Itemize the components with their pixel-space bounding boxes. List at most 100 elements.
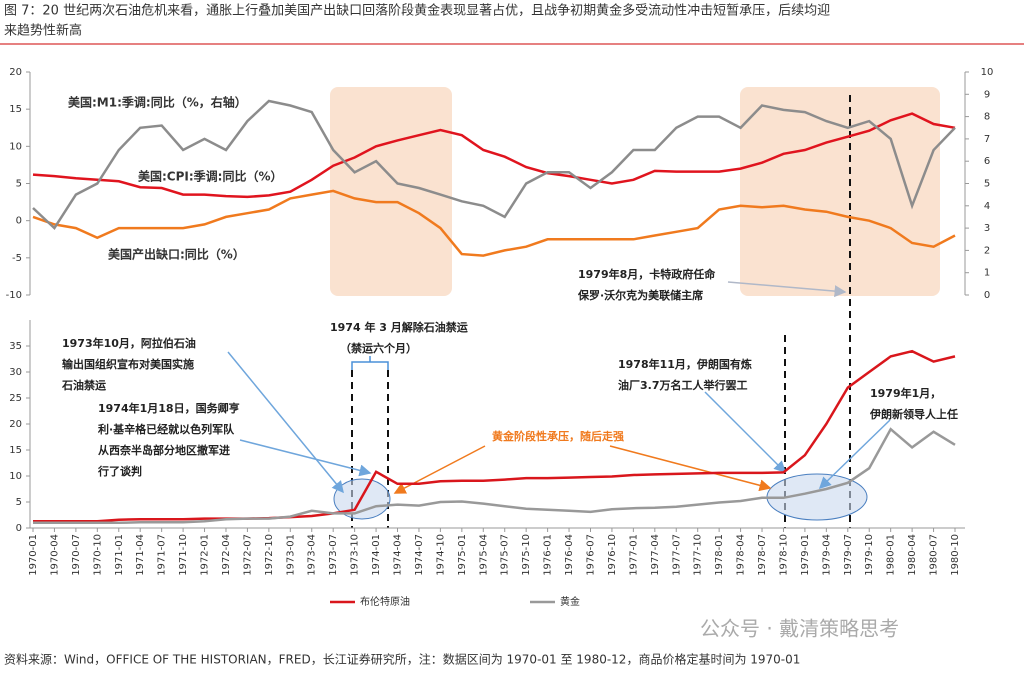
y-tick-label: 15 <box>9 445 22 456</box>
annotation: 油厂3.7万名工人举行罢工 <box>618 378 748 392</box>
watermark: 公众号 · 戴清策略思考 <box>700 617 899 641</box>
annotation: 黄金阶段性承压，随后走强 <box>492 429 624 443</box>
x-tick-label: 1975-04 <box>478 534 489 576</box>
x-tick-label: 1977-01 <box>628 534 639 576</box>
annotation: 输出国组织宣布对美国实施 <box>62 357 194 371</box>
y-tick-label: 10 <box>9 141 22 152</box>
series-label: 美国产出缺口:同比（%） <box>108 247 245 262</box>
series-label: 美国:M1:季调:同比（%，右轴） <box>68 95 247 110</box>
x-tick-label: 1978-04 <box>736 534 747 576</box>
annotation: 利·基辛格已经就以色列军队 <box>98 422 235 436</box>
x-tick-label: 1979-04 <box>821 534 832 576</box>
x-tick-label: 1978-01 <box>714 534 725 576</box>
x-tick-label: 1971-01 <box>114 534 125 576</box>
x-tick-label: 1978-10 <box>778 534 789 576</box>
x-tick-label: 1971-07 <box>157 534 168 576</box>
x-tick-label: 1973-07 <box>328 534 339 576</box>
x-tick-label: 1972-10 <box>264 534 275 576</box>
x-tick-label: 1975-07 <box>500 534 511 576</box>
arrow <box>393 445 486 494</box>
x-tick-label: 1976-07 <box>585 534 596 576</box>
title: 来趋势性新高 <box>4 23 82 39</box>
x-tick-label: 1974-04 <box>393 534 404 576</box>
annotation: 1979年8月，卡特政府任命 <box>578 267 716 281</box>
x-tick-label: 1970-04 <box>49 534 60 576</box>
x-tick-label: 1980-10 <box>950 534 961 576</box>
series-line <box>32 189 956 257</box>
series-label: 美国:CPI:季调:同比（%） <box>138 169 283 184</box>
annotation: 1973年10月，阿拉伯石油 <box>62 336 196 350</box>
y2-tick-label: 10 <box>981 67 994 78</box>
x-tick-label: 1974-01 <box>371 534 382 576</box>
y2-tick-label: 7 <box>984 134 990 145</box>
x-tick-label: 1975-01 <box>457 534 468 576</box>
arrows <box>227 351 891 494</box>
annotation: 1974 年 3 月解除石油禁运 <box>330 320 468 334</box>
annotation: （禁运六个月） <box>340 341 417 355</box>
x-tick-label: 1973-04 <box>307 534 318 576</box>
y-tick-label: 0 <box>16 523 22 534</box>
x-tick-label: 1975-10 <box>521 534 532 576</box>
y2-tick-label: 6 <box>984 156 990 167</box>
y-tick-label: 5 <box>16 179 22 190</box>
annotation: 1979年1月， <box>870 386 941 400</box>
x-tick-label: 1972-07 <box>242 534 253 576</box>
y-tick-label: 30 <box>9 367 22 378</box>
x-tick-label: 1973-01 <box>285 534 296 576</box>
y2-tick-label: 9 <box>984 89 990 100</box>
y2-tick-label: 4 <box>984 201 990 212</box>
x-tick-label: 1970-01 <box>28 534 39 576</box>
x-tick-label: 1977-10 <box>693 534 704 576</box>
y2-tick-label: 2 <box>984 245 990 256</box>
series-line <box>32 99 956 231</box>
arrow <box>727 281 847 298</box>
y-tick-label: -10 <box>6 290 22 301</box>
annotation: 1978年11月，伊朗国有炼 <box>618 357 752 371</box>
x-tick-label: 1978-07 <box>757 534 768 576</box>
y-tick-label: 0 <box>16 216 22 227</box>
x-tick-label: 1976-10 <box>607 534 618 576</box>
series-line <box>33 427 956 525</box>
annotation: 1974年1月18日，国务卿亨 <box>98 401 240 415</box>
x-tick-label: 1976-01 <box>543 534 554 576</box>
y-tick-label: -5 <box>12 253 22 264</box>
x-tick-label: 1979-07 <box>843 534 854 576</box>
y2-tick-label: 5 <box>984 179 990 190</box>
source: 资料来源：Wind，OFFICE OF THE HISTORIAN，FRED，长… <box>4 652 800 667</box>
legend-label: 布伦特原油 <box>360 595 410 608</box>
title: 图 7：20 世纪两次石油危机来看，通胀上行叠加美国产出缺口回落阶段黄金表现显著… <box>4 3 830 19</box>
x-tick-label: 1977-04 <box>650 534 661 576</box>
shade <box>330 87 452 296</box>
x-tick-label: 1972-01 <box>200 534 211 576</box>
x-tick-label: 1979-01 <box>800 534 811 576</box>
legend-label: 黄金 <box>560 595 580 608</box>
series-line <box>32 112 956 199</box>
y-tick-label: 15 <box>9 104 22 115</box>
y2-tick-label: 0 <box>984 290 990 301</box>
x-tick-label: 1980-01 <box>886 534 897 576</box>
x-tick-label: 1970-07 <box>71 534 82 576</box>
annotation: 伊朗新领导人上任 <box>869 407 958 421</box>
y2-tick-label: 1 <box>984 268 990 279</box>
y-tick-label: 20 <box>9 419 22 430</box>
x-tick-label: 1971-10 <box>178 534 189 576</box>
arrow <box>609 445 772 492</box>
annotation: 从西奈半岛部分地区撤军进 <box>98 443 230 457</box>
y-tick-label: 25 <box>9 393 22 404</box>
series-line <box>33 349 956 523</box>
x-tick-label: 1974-10 <box>435 534 446 576</box>
y2-tick-label: 3 <box>984 223 990 234</box>
y-tick-label: 35 <box>9 341 22 352</box>
annotation: 行了谈判 <box>97 464 142 478</box>
y2-tick-label: 8 <box>984 112 990 123</box>
x-tick-label: 1980-04 <box>907 534 918 576</box>
x-tick-label: 1972-04 <box>221 534 232 576</box>
annotation: 保罗·沃尔克为美联储主席 <box>577 288 703 302</box>
x-tick-label: 1980-07 <box>929 534 940 576</box>
x-tick-label: 1976-04 <box>564 534 575 576</box>
bracket <box>351 356 389 370</box>
x-tick-label: 1979-10 <box>864 534 875 576</box>
x-tick-label: 1970-10 <box>92 534 103 576</box>
x-tick-label: 1971-04 <box>135 534 146 576</box>
